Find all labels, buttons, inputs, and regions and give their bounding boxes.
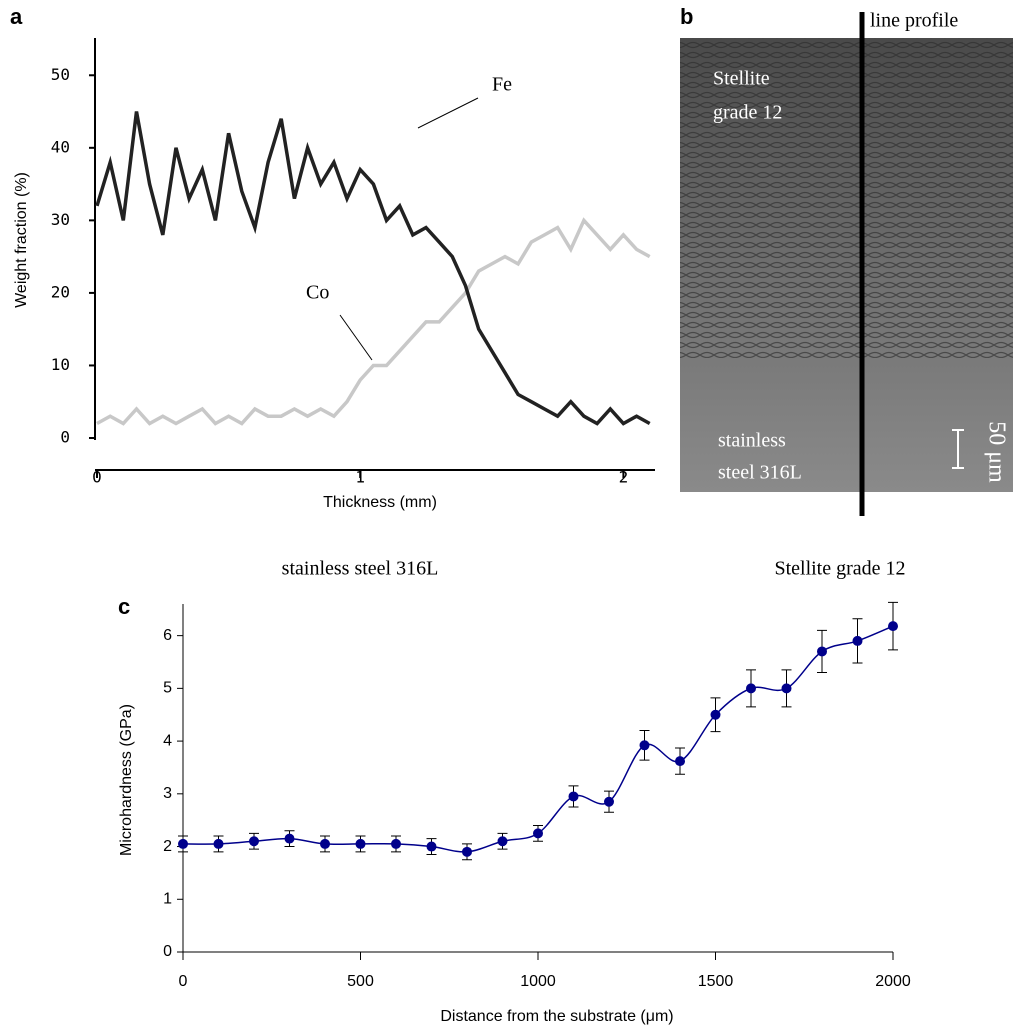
x-tick-label: 1000 [520,973,556,990]
leader-line [339,314,373,361]
y-tick-label: 40 [51,137,70,156]
x-tick-label: 500 [347,973,374,990]
data-point [568,791,579,802]
x-tick-label: 0 [92,468,102,487]
data-point [817,646,827,657]
series-line [182,625,894,853]
data-point [852,635,863,646]
scale-bar [952,429,964,469]
data-point [355,838,366,849]
x-tick-label: 2 [619,468,629,487]
data-point [284,833,295,844]
image-title: line profile [870,10,958,32]
y-tick-label: 3 [163,785,172,802]
data-point [888,621,898,632]
y-axis-title: Weight fraction (%) [13,172,30,308]
leader-line [417,97,479,129]
data-point [213,838,224,849]
region-label: grade 12 [713,102,782,124]
region-label: Stellite [713,68,770,90]
annotation: stainless steel 316L [282,558,439,580]
x-tick-label: 0 [179,973,188,990]
x-tick-label: 1500 [698,973,734,990]
panel-label: c [118,594,130,619]
y-tick-label: 4 [163,732,172,749]
data-point [781,683,792,694]
series-line [96,217,651,426]
series-line [95,111,651,426]
y-tick-label: 20 [51,282,70,301]
data-point [639,740,650,751]
y-tick-label: 1 [163,890,172,907]
data-point [320,838,330,849]
y-tick-label: 10 [51,355,70,374]
micrograph-texture [680,38,1013,358]
data-point [249,836,259,847]
data-point [675,756,685,767]
annotation: Co [306,282,329,304]
data-point [746,683,756,694]
data-point [604,796,614,807]
x-axis-title: Thickness (mm) [323,494,437,511]
y-tick-label: 0 [163,943,172,960]
annotation: Fe [492,74,512,96]
y-tick-label: 6 [163,627,172,644]
x-axis-title: Distance from the substrate (μm) [440,1008,673,1025]
y-tick-label: 5 [163,680,172,697]
scale-bar-label: 50 μm [983,421,1009,483]
data-point [426,841,437,852]
region-label: stainless [718,430,786,452]
data-point [462,846,472,857]
y-tick-label: 30 [51,210,70,229]
y-axis-title: Microhardness (GPa) [118,704,135,856]
region-label: steel 316L [718,462,802,484]
panel-label: b [680,4,693,29]
y-tick-label: 50 [51,65,70,84]
x-tick-label: 2000 [875,973,911,990]
x-tick-label: 1 [355,468,365,487]
data-point [533,828,543,839]
data-point [710,709,721,720]
annotation: Stellite grade 12 [774,558,905,580]
panel-label: a [10,4,23,29]
y-tick-label: 0 [60,428,70,447]
data-point [391,838,401,849]
data-point [178,838,188,849]
data-point [497,836,508,847]
y-tick-label: 2 [163,838,172,855]
